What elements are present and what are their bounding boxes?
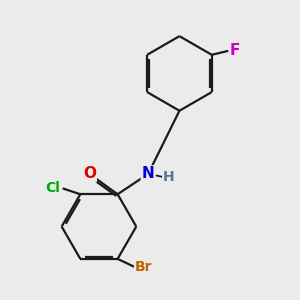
Text: H: H <box>163 170 175 184</box>
Text: O: O <box>83 166 96 181</box>
Text: Br: Br <box>135 260 153 274</box>
Text: N: N <box>142 166 155 181</box>
Text: F: F <box>230 44 241 59</box>
Text: Cl: Cl <box>45 182 60 195</box>
